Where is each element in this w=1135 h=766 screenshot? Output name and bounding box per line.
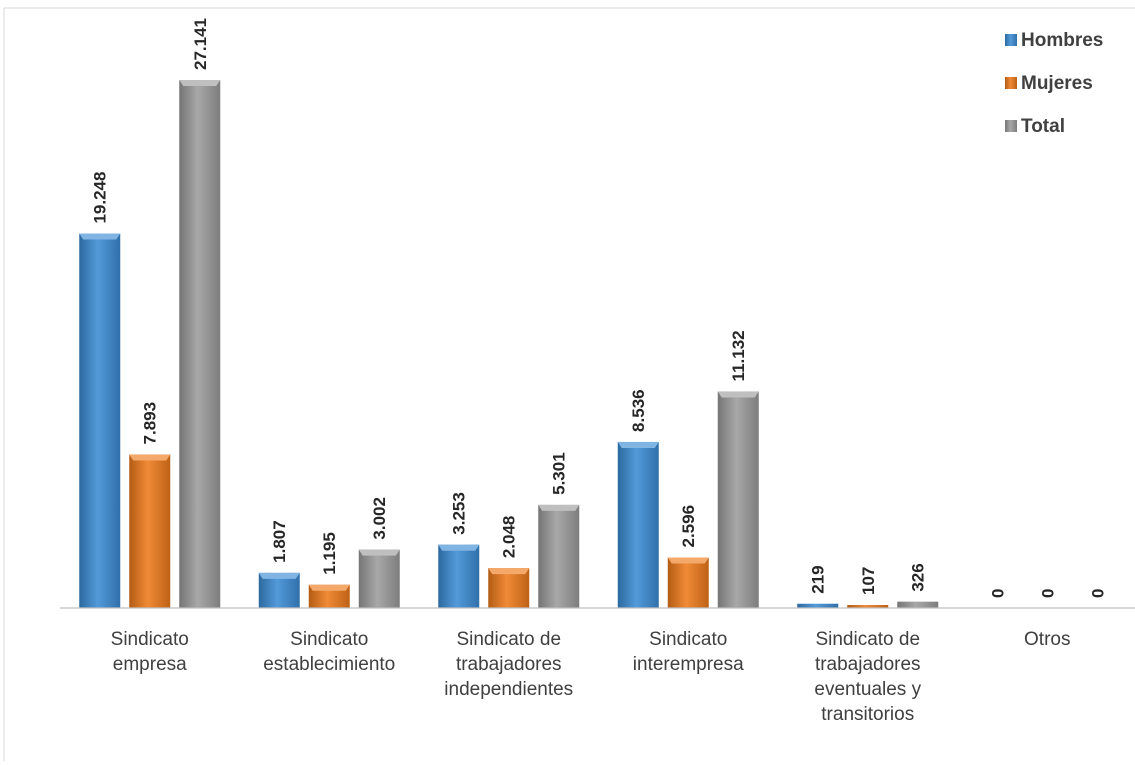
data-label-mujeres-4: 107 xyxy=(859,567,878,595)
bar-cap-mujeres-0 xyxy=(129,454,171,461)
category-label-4: Sindicato de trabajadores eventuales y tran… xyxy=(814,629,921,725)
bar-cap-hombres-0 xyxy=(79,233,121,240)
category-label-line: establecimiento xyxy=(263,654,395,675)
bar-mujeres-3 xyxy=(667,557,709,608)
data-label-total-3: 11.132 xyxy=(729,330,748,381)
category-label-0: Sindicato empresa xyxy=(111,629,189,675)
bars-layer xyxy=(79,80,939,609)
bar-hombres-2 xyxy=(438,544,480,608)
category-label-line: Sindicato xyxy=(290,629,368,650)
bar-total-2 xyxy=(538,504,580,608)
data-label-total-5: 0 xyxy=(1088,589,1107,598)
bar-mujeres-2 xyxy=(488,568,530,608)
bar-cap-total-2 xyxy=(538,504,580,511)
category-label-line: empresa xyxy=(113,654,187,675)
bar-total-1 xyxy=(358,549,400,608)
bar-mujeres-0 xyxy=(129,454,171,608)
category-label-line: interempresa xyxy=(633,654,744,675)
data-label-total-1: 3.002 xyxy=(370,497,389,540)
bar-cap-total-3 xyxy=(717,391,759,398)
category-label-line: trabajadores xyxy=(815,654,921,675)
data-label-total-2: 5.301 xyxy=(550,452,569,495)
bar-cap-total-0 xyxy=(179,80,221,86)
legend-swatch-total xyxy=(1005,120,1017,132)
data-label-hombres-1: 1.807 xyxy=(270,520,289,563)
data-label-hombres-0: 19.248 xyxy=(91,172,110,224)
bar-cap-mujeres-1 xyxy=(308,584,350,591)
legend: Hombres Mujeres Total xyxy=(1005,30,1103,137)
category-label-5: Otros xyxy=(1024,629,1070,650)
category-label-line: Sindicato de xyxy=(815,629,920,650)
data-label-mujeres-1: 1.195 xyxy=(320,532,339,575)
data-labels-layer: 19.248 7.893 27.141 1.807 1.195 3.002 3.253 2.0… xyxy=(91,18,1108,598)
category-label-line: Sindicato de xyxy=(456,629,561,650)
category-label-2: Sindicato de trabajadores independientes xyxy=(444,629,573,700)
bar-cap-mujeres-2 xyxy=(488,568,530,575)
category-labels-layer: Sindicato empresa Sindicato establecimiento… xyxy=(111,629,1071,725)
bar-cap-total-1 xyxy=(358,549,400,556)
category-label-line: trabajadores xyxy=(456,654,562,675)
data-label-mujeres-5: 0 xyxy=(1038,589,1057,598)
category-label-line: independientes xyxy=(444,679,573,700)
data-label-total-4: 326 xyxy=(909,563,928,591)
data-label-hombres-5: 0 xyxy=(988,589,1007,598)
bar-hombres-3 xyxy=(617,441,659,608)
data-label-hombres-2: 3.253 xyxy=(450,492,469,535)
bar-total-3 xyxy=(717,391,759,608)
data-label-hombres-3: 8.536 xyxy=(629,389,648,432)
category-label-line: Otros xyxy=(1024,629,1070,650)
data-label-total-0: 27.141 xyxy=(191,18,210,70)
data-label-mujeres-2: 2.048 xyxy=(500,516,519,559)
bar-cap-hombres-1 xyxy=(258,572,300,579)
bar-hombres-0 xyxy=(79,233,121,609)
bar-total-0 xyxy=(179,80,221,608)
legend-label-mujeres: Mujeres xyxy=(1021,73,1093,94)
data-label-mujeres-0: 7.893 xyxy=(141,402,160,445)
legend-swatch-mujeres xyxy=(1005,77,1017,89)
category-label-line: transitorios xyxy=(821,704,914,725)
bar-cap-hombres-2 xyxy=(438,544,480,551)
category-label-line: eventuales y xyxy=(814,679,921,700)
bar-mujeres-4 xyxy=(847,605,889,608)
bar-total-4 xyxy=(897,601,939,608)
legend-label-hombres: Hombres xyxy=(1021,30,1103,51)
data-label-hombres-4: 219 xyxy=(809,565,828,593)
category-label-3: Sindicato interempresa xyxy=(633,629,744,675)
legend-swatch-hombres xyxy=(1005,34,1017,46)
legend-label-total: Total xyxy=(1021,116,1065,137)
category-label-1: Sindicato establecimiento xyxy=(263,629,395,675)
bar-hombres-4 xyxy=(797,603,839,608)
data-label-mujeres-3: 2.596 xyxy=(679,505,698,548)
category-label-line: Sindicato xyxy=(111,629,189,650)
bar-cap-mujeres-3 xyxy=(667,557,709,564)
bar-cap-hombres-3 xyxy=(617,441,659,448)
category-label-line: Sindicato xyxy=(649,629,727,650)
